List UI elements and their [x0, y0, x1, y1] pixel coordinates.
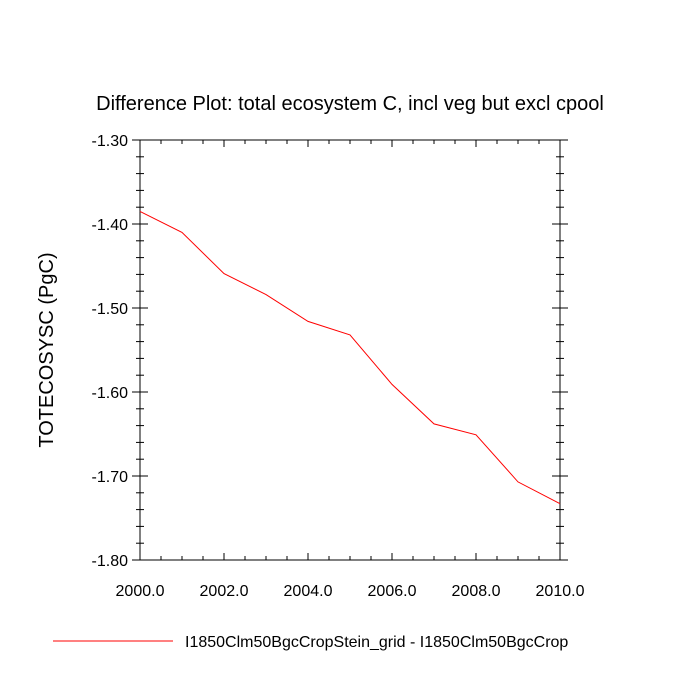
x-tick-label: 2006.0	[368, 583, 417, 600]
y-axis-label: TOTECOSYSC (PgC)	[36, 252, 58, 447]
y-tick-label: -1.80	[92, 553, 129, 570]
y-tick-label: -1.60	[92, 385, 129, 402]
y-tick-label: -1.70	[92, 469, 129, 486]
plot-axes	[139, 139, 561, 561]
plot-frame	[139, 139, 561, 561]
legend: I1850Clm50BgcCropStein_grid - I1850Clm50…	[53, 634, 568, 651]
y-tick-label: -1.50	[92, 301, 129, 318]
x-tick-label: 2004.0	[284, 583, 333, 600]
x-axis-ticks: 2000.0 2002.0 2004.0 2006.0 2008.0 2010.0	[116, 140, 585, 600]
x-tick-label: 2010.0	[536, 583, 585, 600]
series-lines	[139, 210, 561, 505]
x-tick-label: 2008.0	[452, 583, 501, 600]
series-line	[139, 210, 561, 505]
y-axis-ticks: -1.30 -1.40 -1.50 -1.60 -1.70 -1.80	[92, 133, 568, 570]
y-tick-label: -1.30	[92, 133, 129, 150]
legend-label: I1850Clm50BgcCropStein_grid - I1850Clm50…	[185, 634, 568, 651]
x-tick-label: 2002.0	[200, 583, 249, 600]
y-tick-label: -1.40	[92, 217, 129, 234]
x-tick-label: 2000.0	[116, 583, 165, 600]
chart-title: Difference Plot: total ecosystem C, incl…	[96, 93, 604, 115]
